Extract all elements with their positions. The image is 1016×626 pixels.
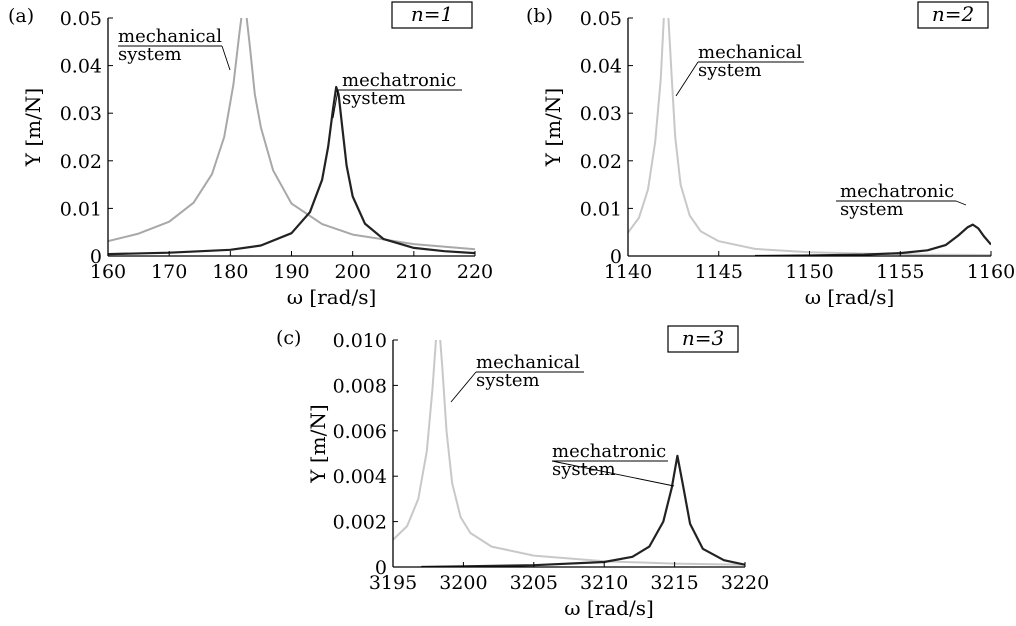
chart-panel: 3195 3200 3205 3210 3215 3220 0 0.002 0.004 0.006… [276,325,769,620]
x-tick-label: 1145 [695,261,743,283]
y-tick-label: 0.004 [333,466,387,488]
panel-label: (c) [276,327,301,349]
y-tick-label: 0.01 [60,198,102,220]
annotation-mechanical-line2: system [698,60,762,81]
y-tick-label: 0.02 [580,151,622,173]
y-tick-label: 0.010 [333,330,387,352]
x-axis-label: ω [rad/s] [564,596,654,620]
annotation-mechatronic-line2: system [342,88,406,109]
annotation-mechatronic-line2: system [552,459,616,480]
x-tick-label: 3195 [369,572,417,594]
annotation-leader [450,371,477,403]
annotation-mechanical-line2: system [476,370,540,391]
mode-badge-label: n=3 [682,326,724,350]
x-tick-label: 3210 [580,572,628,594]
x-tick-label: 210 [396,261,432,283]
series-line-mechatronic [108,85,475,256]
x-tick-label: 3205 [510,572,558,594]
annotation-mechatronic-line1: mechatronic [840,181,954,202]
y-tick-label: 0 [90,246,102,268]
x-tick-label: 3200 [439,572,487,594]
y-tick-label: 0 [610,246,622,268]
series-line-mechanical [108,18,475,251]
annotation-mechatronic-line1: mechatronic [552,441,666,462]
y-tick-label: 0.002 [333,512,387,534]
y-axis-label: Y [m/N] [541,88,565,167]
series-line-mechatronic [421,454,745,567]
mode-badge [667,325,739,353]
y-tick-label: 0.03 [580,103,622,125]
annotation-leader [955,200,967,206]
x-tick-label: 190 [273,261,309,283]
mode-badge [917,1,989,29]
annotation-leader [221,45,231,71]
y-tick-label: 0.05 [580,8,622,30]
y-tick-label: 0.03 [60,103,102,125]
panel-label: (a) [8,5,34,27]
x-tick-label: 220 [457,261,493,283]
annotation-leader [332,89,339,119]
y-tick-label: 0.04 [60,56,102,78]
annotation-mechanical-line1: mechanical [476,352,580,373]
x-tick-label: 1155 [876,261,924,283]
y-tick-label: 0.01 [580,198,622,220]
mode-badge-label: n=2 [932,2,974,26]
x-axis-label: ω [rad/s] [287,285,377,309]
y-tick-label: 0.02 [60,151,102,173]
x-tick-label: 1150 [785,261,833,283]
annotation-mechatronic-line2: system [840,199,904,220]
x-tick-label: 200 [335,261,371,283]
y-axis-label: Y [m/N] [21,88,45,167]
annotation-mechanical-line2: system [118,44,182,65]
annotation-mechanical-line1: mechanical [118,26,222,47]
mode-badge [391,1,473,29]
x-tick-label: 1140 [604,261,652,283]
chart-panel: 160 170 180 190 200 210 220 0 0.01 0.02 0.03 0.04 0.… [8,1,493,309]
series-line-mechanical [628,18,991,256]
series-line-mechatronic [754,223,991,256]
annotation-leader [675,61,699,97]
y-axis-label: Y [m/N] [306,404,330,483]
mode-badge-label: n=1 [411,2,453,26]
x-tick-label: 3220 [721,572,769,594]
panel-label: (b) [526,5,553,27]
chart-panel: 1140 1145 1150 1155 1160 0 0.01 0.02 0.03 0.04 0.0… [526,1,1015,309]
x-tick-label: 160 [90,261,126,283]
annotation-mechanical-line1: mechanical [698,42,802,63]
y-tick-label: 0.006 [333,421,387,443]
x-tick-label: 180 [212,261,248,283]
annotation-leader [551,460,675,487]
x-tick-label: 3215 [650,572,698,594]
x-tick-label: 1160 [967,261,1015,283]
annotation-mechatronic-line1: mechatronic [342,70,456,91]
series-line-mechanical [393,340,745,566]
y-tick-label: 0.05 [60,8,102,30]
y-tick-label: 0.008 [333,375,387,397]
y-tick-label: 0.04 [580,56,622,78]
y-tick-label: 0 [375,557,387,579]
x-axis-label: ω [rad/s] [805,285,895,309]
x-tick-label: 170 [151,261,187,283]
